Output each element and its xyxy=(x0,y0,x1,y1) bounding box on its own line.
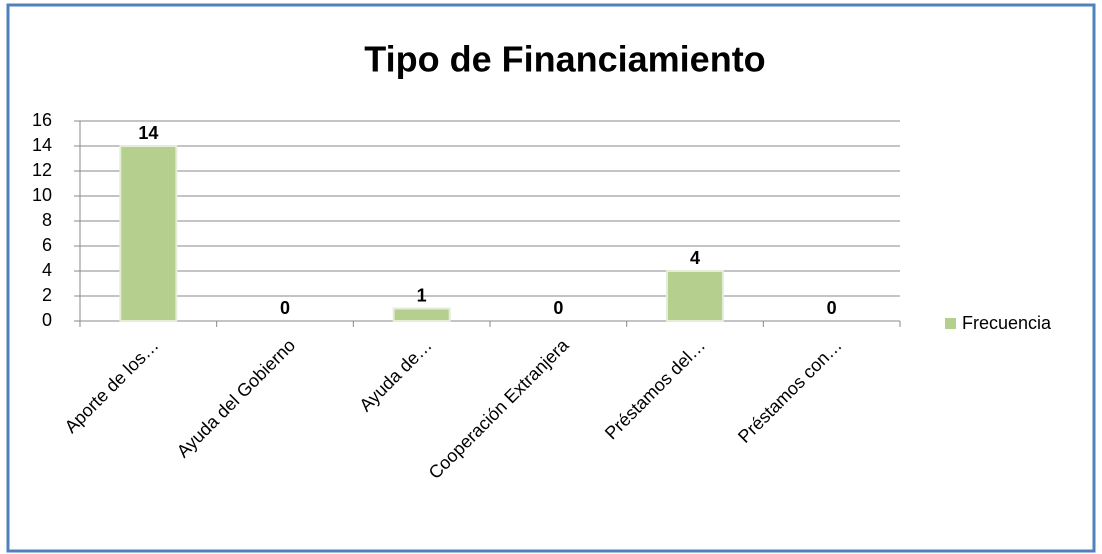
legend-swatch xyxy=(945,318,956,329)
bar xyxy=(666,270,724,322)
data-label: 0 xyxy=(827,298,837,318)
bar xyxy=(392,307,451,322)
data-label: 1 xyxy=(417,285,427,305)
chart-frame xyxy=(6,3,1096,553)
chart-title: Tipo de Financiamiento xyxy=(364,39,765,80)
y-tick-label: 6 xyxy=(42,235,52,255)
data-label: 14 xyxy=(138,123,158,143)
data-label: 4 xyxy=(690,248,700,268)
bar xyxy=(119,145,178,322)
y-tick-label: 0 xyxy=(42,310,52,330)
y-tick-label: 2 xyxy=(42,285,52,305)
y-tick-label: 14 xyxy=(32,135,52,155)
data-label: 0 xyxy=(280,298,290,318)
y-tick-label: 8 xyxy=(42,210,52,230)
y-tick-label: 10 xyxy=(32,185,52,205)
data-label: 0 xyxy=(553,298,563,318)
legend-label: Frecuencia xyxy=(962,313,1052,333)
y-tick-label: 16 xyxy=(32,110,52,130)
y-tick-label: 4 xyxy=(42,260,52,280)
y-tick-label: 12 xyxy=(32,160,52,180)
